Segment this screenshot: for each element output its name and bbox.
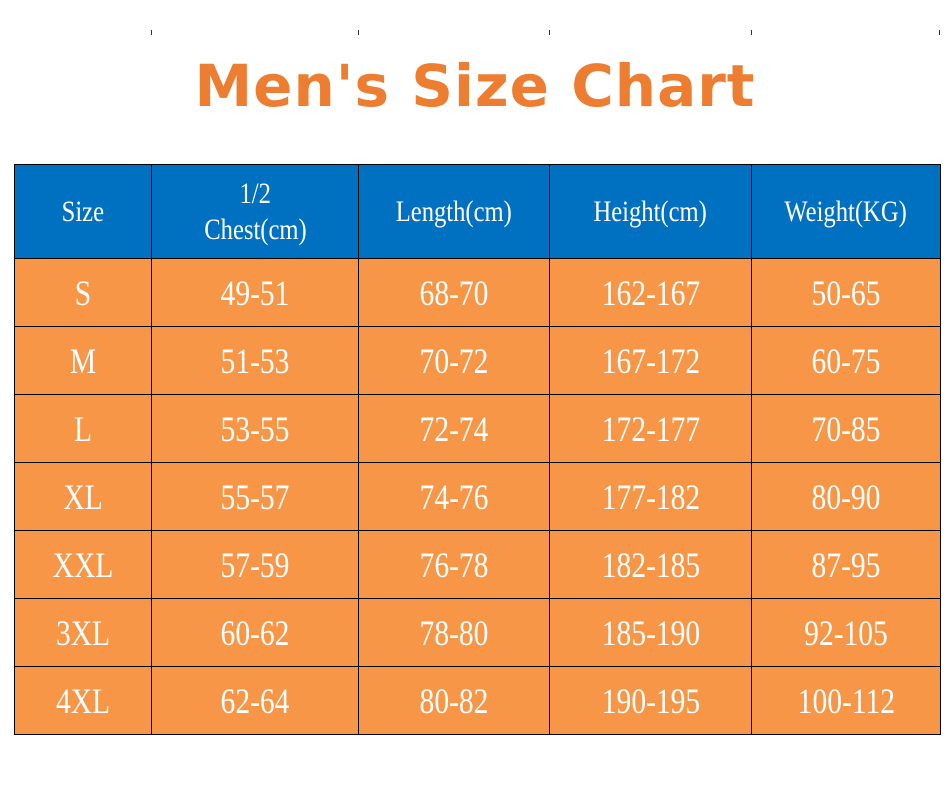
table-row: XL 55-57 74-76 177-182 80-90 <box>14 462 941 531</box>
cell-length: 80-82 <box>358 666 550 735</box>
cell-height: 185-190 <box>549 598 752 667</box>
tick <box>939 30 940 35</box>
cell-chest: 53-55 <box>151 394 359 463</box>
cell-height: 167-172 <box>549 326 752 395</box>
cell-length: 68-70 <box>358 258 550 327</box>
cell-weight: 80-90 <box>751 462 941 531</box>
cell-value: 57-59 <box>220 544 290 585</box>
header-label: Size <box>61 194 105 228</box>
header-label: Length(cm) <box>395 194 513 228</box>
table-row: 3XL 60-62 78-80 185-190 92-105 <box>14 598 941 667</box>
cell-value: 4XL <box>55 680 111 721</box>
tick <box>549 30 550 35</box>
table-row: L 53-55 72-74 172-177 70-85 <box>14 394 941 463</box>
cell-size: L <box>14 394 152 463</box>
table-row: M 51-53 70-72 167-172 60-75 <box>14 326 941 395</box>
cell-size: S <box>14 258 152 327</box>
cell-weight: 100-112 <box>751 666 941 735</box>
cell-length: 78-80 <box>358 598 550 667</box>
cell-value: 80-82 <box>419 680 489 721</box>
cell-value: 60-75 <box>811 340 881 381</box>
cell-chest: 60-62 <box>151 598 359 667</box>
cell-weight: 92-105 <box>751 598 941 667</box>
cell-value: 53-55 <box>220 408 290 449</box>
cell-value: 74-76 <box>419 476 489 517</box>
cell-weight: 70-85 <box>751 394 941 463</box>
cell-value: XL <box>63 476 103 517</box>
cell-value: 60-62 <box>220 612 290 653</box>
size-table: Size 1/2 Chest(cm) Length(cm) Height(cm) … <box>14 164 941 735</box>
cell-value: 162-167 <box>601 272 700 313</box>
header-label: 1/2 <box>239 176 271 210</box>
cell-value: 100-112 <box>797 680 895 721</box>
cell-value: 87-95 <box>811 544 881 585</box>
cell-value: 172-177 <box>601 408 700 449</box>
cell-height: 182-185 <box>549 530 752 599</box>
header-label: Chest(cm) <box>203 212 307 246</box>
cell-value: 182-185 <box>601 544 700 585</box>
header-weight: Weight(KG) <box>751 164 941 259</box>
cell-size: 4XL <box>14 666 152 735</box>
cell-value: 185-190 <box>601 612 700 653</box>
cell-length: 72-74 <box>358 394 550 463</box>
cell-value: M <box>69 340 97 381</box>
cell-chest: 51-53 <box>151 326 359 395</box>
table-row: 4XL 62-64 80-82 190-195 100-112 <box>14 666 941 735</box>
cell-size: M <box>14 326 152 395</box>
cell-value: 3XL <box>55 612 111 653</box>
cell-value: 78-80 <box>419 612 489 653</box>
cell-value: L <box>73 408 93 449</box>
tick <box>358 30 359 35</box>
cell-chest: 55-57 <box>151 462 359 531</box>
cell-value: 70-72 <box>419 340 489 381</box>
cell-height: 177-182 <box>549 462 752 531</box>
cell-value: 49-51 <box>220 272 290 313</box>
cell-value: 62-64 <box>220 680 290 721</box>
cell-value: 68-70 <box>419 272 489 313</box>
tick <box>751 30 752 35</box>
page-title: Men's Size Chart <box>194 52 756 120</box>
cell-value: 80-90 <box>811 476 881 517</box>
cell-weight: 87-95 <box>751 530 941 599</box>
cell-value: 92-105 <box>804 612 888 653</box>
cell-value: 190-195 <box>601 680 700 721</box>
cell-value: 167-172 <box>601 340 700 381</box>
cell-weight: 50-65 <box>751 258 941 327</box>
header-height: Height(cm) <box>549 164 752 259</box>
header-length: Length(cm) <box>358 164 550 259</box>
cell-height: 162-167 <box>549 258 752 327</box>
header-label: Height(cm) <box>593 194 708 228</box>
cell-chest: 57-59 <box>151 530 359 599</box>
cell-length: 70-72 <box>358 326 550 395</box>
table-row: XXL 57-59 76-78 182-185 87-95 <box>14 530 941 599</box>
cell-value: 76-78 <box>419 544 489 585</box>
cell-value: 51-53 <box>220 340 290 381</box>
cell-chest: 62-64 <box>151 666 359 735</box>
cell-height: 190-195 <box>549 666 752 735</box>
cell-value: 70-85 <box>811 408 881 449</box>
cell-size: XXL <box>14 530 152 599</box>
cell-size: 3XL <box>14 598 152 667</box>
cell-chest: 49-51 <box>151 258 359 327</box>
cell-length: 74-76 <box>358 462 550 531</box>
tick <box>151 30 152 35</box>
header-label: Weight(KG) <box>784 194 908 228</box>
cell-value: S <box>74 272 92 313</box>
cell-length: 76-78 <box>358 530 550 599</box>
cell-height: 172-177 <box>549 394 752 463</box>
cell-value: 55-57 <box>220 476 290 517</box>
cell-value: 177-182 <box>601 476 700 517</box>
cell-weight: 60-75 <box>751 326 941 395</box>
header-chest: 1/2 Chest(cm) <box>151 164 359 259</box>
cell-value: XXL <box>52 544 114 585</box>
cell-value: 72-74 <box>419 408 489 449</box>
cell-size: XL <box>14 462 152 531</box>
cell-value: 50-65 <box>811 272 881 313</box>
header-row: Size 1/2 Chest(cm) Length(cm) Height(cm) … <box>14 164 941 259</box>
table-row: S 49-51 68-70 162-167 50-65 <box>14 258 941 327</box>
header-size: Size <box>14 164 152 259</box>
